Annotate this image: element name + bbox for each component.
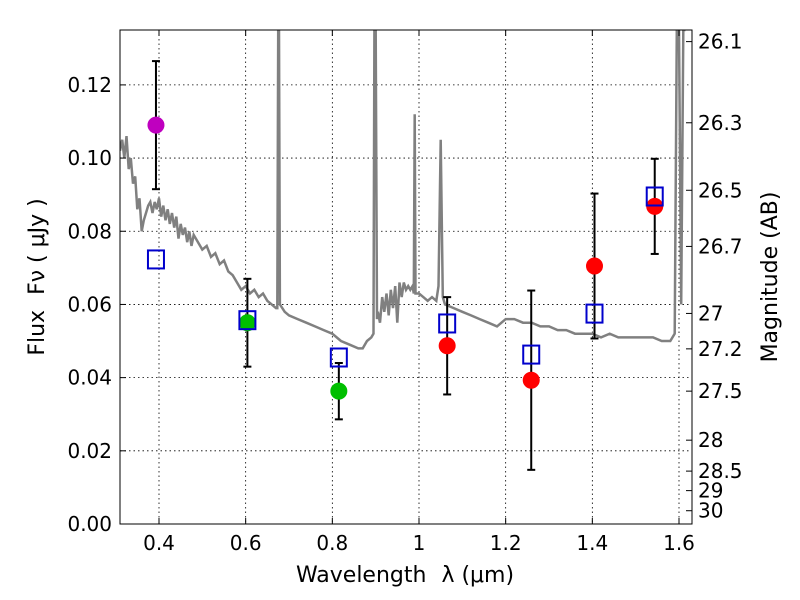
model-bandpass-square [329, 347, 348, 368]
x-axis-ticks: 0.4 0.6 0.8 1 1.2 1.4 1.6 [143, 30, 695, 555]
observed-point [330, 382, 348, 400]
y-tick-label: 0.04 [67, 366, 112, 390]
errorbar-layer [151, 60, 659, 471]
right-tick-label: 29 [698, 479, 723, 503]
right-tick-label: 27 [698, 301, 723, 325]
observed-point [147, 116, 165, 134]
observed-point [586, 257, 603, 275]
y-tick-label: 0.08 [67, 219, 112, 243]
model-bandpass-square [585, 303, 604, 324]
right-axis-label: Magnitude (AB) [758, 192, 783, 363]
y-tick-label: 0.10 [67, 146, 112, 170]
right-tick-label: 26.1 [698, 30, 743, 54]
x-tick-label: 0.4 [143, 531, 175, 555]
right-tick-label: 30 [698, 499, 723, 523]
x-axis-label: Wavelength λ (μm) [296, 563, 514, 588]
x-tick-label: 1.2 [490, 531, 522, 555]
plot-frame [119, 29, 693, 525]
right-tick-label: 27.5 [698, 379, 743, 403]
x-tick-label: 1 [413, 531, 426, 555]
x-tick-label: 1.6 [663, 531, 695, 555]
y-axis-ticks: 0.00 0.02 0.04 0.06 0.08 0.10 0.12 [67, 73, 126, 536]
model-bandpass-square [438, 313, 457, 334]
model-bandpass-square [146, 249, 165, 270]
right-tick-label: 27.2 [698, 337, 743, 361]
model-spectrum-line [120, 30, 686, 350]
right-tick-label: 26.3 [698, 111, 743, 135]
right-tick-label: 26.5 [698, 178, 743, 202]
x-tick-label: 0.8 [316, 531, 348, 555]
y-tick-label: 0.02 [67, 439, 112, 463]
x-tick-label: 1.4 [576, 531, 608, 555]
observed-points-layer [147, 116, 664, 400]
x-tick-label: 0.6 [230, 531, 262, 555]
model-spectrum-layer [120, 30, 686, 350]
y-tick-label: 0.12 [67, 73, 112, 97]
y-tick-label: 0.00 [67, 512, 112, 536]
y-tick-label: 0.06 [67, 292, 112, 316]
y-axis-label: Flux Fν ( μJy ) [25, 198, 50, 355]
model-bandpass-square [238, 310, 257, 331]
model-bandpass-square [645, 186, 664, 207]
right-tick-label: 28.5 [698, 459, 743, 483]
grid [120, 30, 692, 525]
model-bandpass-square [522, 344, 541, 365]
right-tick-label: 28 [698, 428, 723, 452]
model-bandpass-layer [146, 186, 664, 368]
right-tick-label: 26.7 [698, 234, 743, 258]
observed-point [438, 337, 456, 355]
observed-point [522, 371, 540, 389]
